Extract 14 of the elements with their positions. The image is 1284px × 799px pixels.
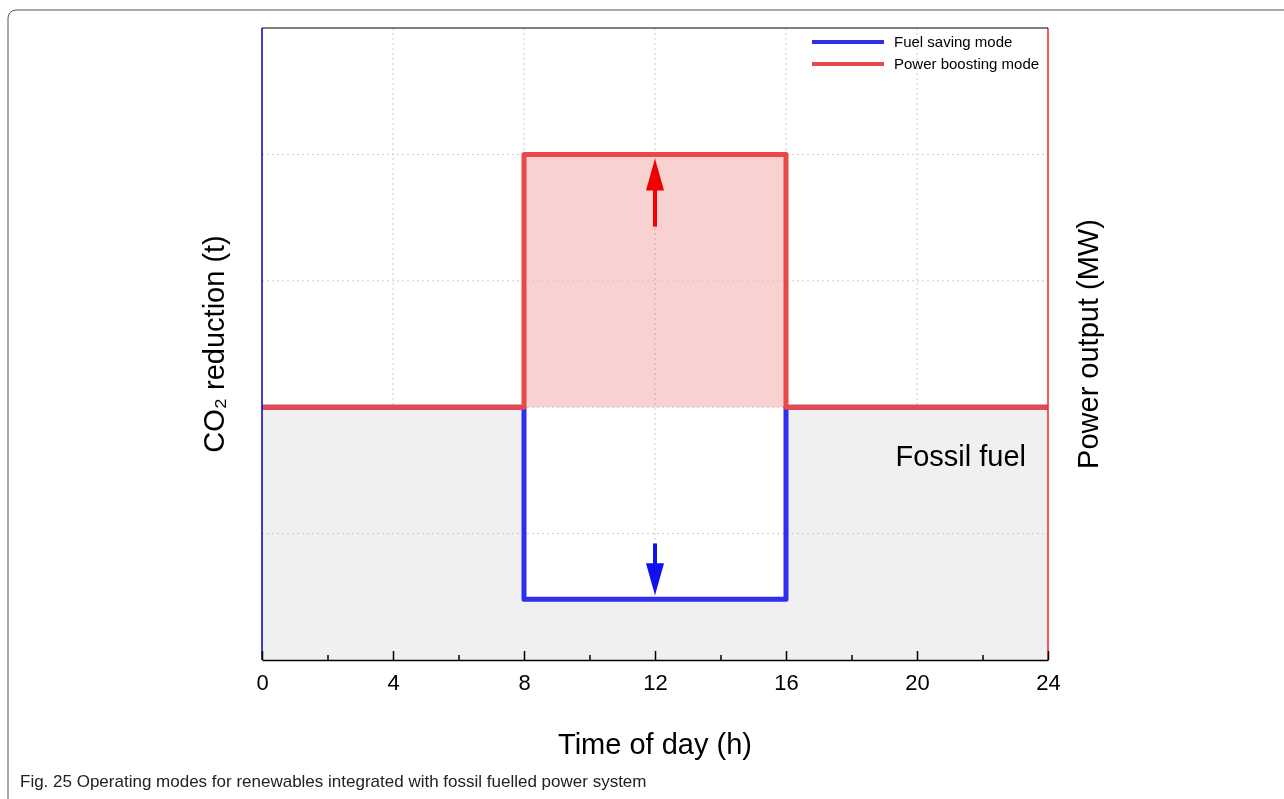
legend-label: Fuel saving mode — [894, 33, 1013, 50]
x-tick-label: 0 — [256, 669, 269, 695]
y2-axis-title: Power output (MW) — [1072, 219, 1104, 469]
x-tick-label: 12 — [643, 669, 668, 695]
x-tick-label: 16 — [774, 669, 799, 695]
x-tick-label: 8 — [518, 669, 531, 695]
x-axis-title: Time of day (h) — [558, 728, 752, 760]
x-tick-label: 20 — [905, 669, 930, 695]
x-tick-label: 24 — [1036, 669, 1061, 695]
x-tick-label: 4 — [387, 669, 400, 695]
caption: Fig. 25 Operating modes for renewables integrated with fossil fuelled power system — [20, 772, 647, 791]
annotation: Fossil fuel — [895, 440, 1026, 472]
y-axis-title: CO₂ reduction (t) — [198, 235, 230, 453]
legend-label: Power boosting mode — [894, 55, 1040, 72]
